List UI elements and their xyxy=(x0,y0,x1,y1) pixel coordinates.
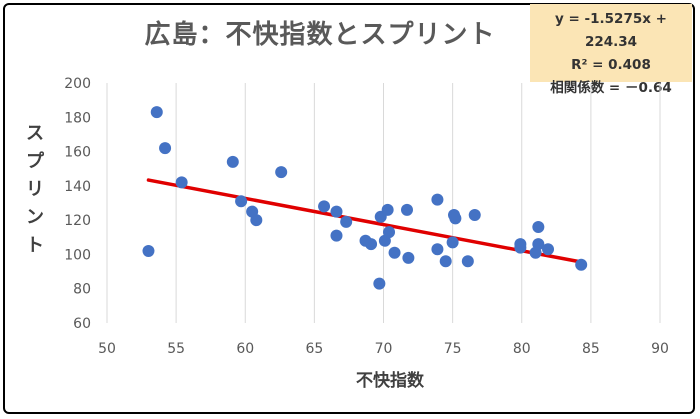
data-point xyxy=(388,246,401,259)
trendline-group xyxy=(146,178,583,264)
data-point xyxy=(340,215,353,228)
data-point xyxy=(532,221,545,233)
regression-equation: y = -1.5275x + 224.34 xyxy=(555,11,667,50)
data-point xyxy=(542,243,555,256)
x-tick-label: 65 xyxy=(305,341,323,357)
x-tick-label: 90 xyxy=(651,341,669,357)
data-point xyxy=(468,209,481,221)
data-point xyxy=(275,166,288,179)
x-tick-labels: 50 55 60 65 70 75 80 85 90 xyxy=(98,341,669,357)
y-tick-label: 160 xyxy=(64,145,91,161)
x-tick-label: 80 xyxy=(513,341,531,357)
data-point xyxy=(402,251,415,264)
y-tick-label: 120 xyxy=(64,213,91,229)
data-point xyxy=(250,214,263,227)
correlation-coefficient: 相関係数 = －0.64 xyxy=(550,80,672,96)
y-tick-label: 60 xyxy=(73,316,91,332)
x-tick-label: 75 xyxy=(444,341,462,357)
y-axis-label: スプリント xyxy=(26,123,44,256)
data-point xyxy=(401,203,414,216)
data-point xyxy=(383,226,396,239)
data-point xyxy=(142,245,155,257)
data-point xyxy=(461,255,474,268)
data-point xyxy=(381,203,394,216)
data-point xyxy=(532,238,545,251)
data-point xyxy=(446,236,459,249)
chart-title: 広島：不快指数とスプリント xyxy=(144,20,496,50)
trendline xyxy=(146,178,583,264)
data-point xyxy=(365,238,378,251)
data-point xyxy=(150,106,163,119)
regression-annotation-box: y = -1.5275x + 224.34 R² = 0.408 相関係数 = … xyxy=(530,4,692,96)
data-point xyxy=(514,241,527,254)
data-point xyxy=(226,155,239,168)
data-point xyxy=(439,255,452,268)
x-tick-label: 50 xyxy=(98,341,116,357)
data-point xyxy=(330,205,343,218)
x-tick-label: 60 xyxy=(236,341,254,357)
data-point xyxy=(373,277,386,290)
x-tick-label: 55 xyxy=(167,341,185,357)
data-points xyxy=(142,106,588,290)
data-point xyxy=(159,142,172,155)
y-tick-label: 80 xyxy=(73,282,91,298)
data-point xyxy=(175,176,188,189)
data-point xyxy=(330,229,343,242)
y-tick-label: 100 xyxy=(64,247,91,263)
x-tick-label: 70 xyxy=(375,341,393,357)
data-point xyxy=(235,195,248,208)
data-point xyxy=(431,243,444,256)
y-tick-label: 180 xyxy=(64,110,91,126)
data-point xyxy=(575,258,588,271)
x-tick-label: 85 xyxy=(582,341,600,357)
data-point xyxy=(431,193,444,206)
y-tick-label: 140 xyxy=(64,179,91,195)
y-tick-labels: 60 80 100 120 140 160 180 200 xyxy=(64,76,91,332)
r-squared-value: R² = 0.408 xyxy=(571,57,651,73)
data-point xyxy=(449,212,462,225)
data-point xyxy=(318,200,331,213)
y-tick-label: 200 xyxy=(64,76,91,92)
x-axis-label: 不快指数 xyxy=(356,371,424,391)
